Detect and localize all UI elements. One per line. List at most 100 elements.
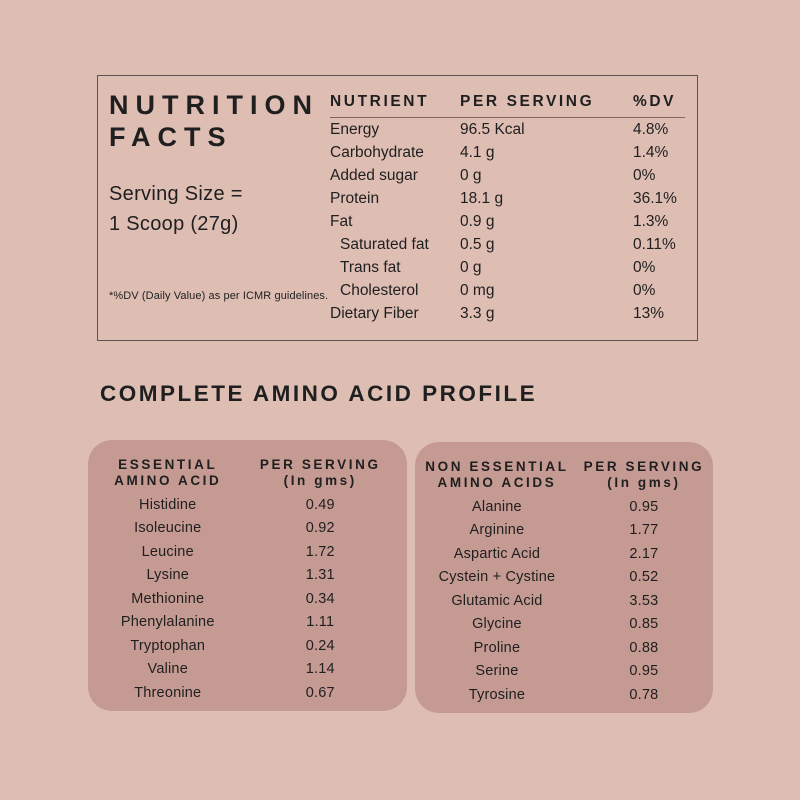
non-essential-title-line-1: NON ESSENTIAL: [425, 459, 569, 474]
nutrient-amount: 18.1 g: [460, 189, 504, 207]
amino-acid-name: Phenylalanine: [120, 614, 215, 631]
list-item: Proline 0.88: [415, 636, 713, 660]
amino-acid-name: Valine: [147, 661, 188, 678]
nutrient-dv: 4.8%: [633, 120, 669, 138]
non-essential-card-body: Alanine 0.95 Arginine 1.77 Aspartic Acid…: [415, 495, 713, 707]
essential-amino-card: ESSENTIAL AMINO ACID PER SERVING (In gms) …: [88, 440, 407, 711]
title-line-1: NUTRITION: [109, 90, 319, 120]
serving-size: Serving Size = 1 Scoop (27g): [109, 179, 324, 239]
amino-acid-name: Leucine: [141, 543, 194, 560]
nutrient-table-body: Energy 96.5 Kcal 4.8% Carbohydrate 4.1 g…: [330, 118, 685, 325]
list-item: Alanine 0.95: [415, 495, 713, 519]
title-line-2: FACTS: [109, 122, 233, 152]
amino-acid-name: Methionine: [131, 590, 205, 607]
table-row: Carbohydrate 4.1 g 1.4%: [330, 141, 685, 164]
serving-size-line-1: Serving Size =: [109, 183, 243, 205]
list-item: Tyrosine 0.78: [415, 683, 713, 707]
amino-acid-name: Isoleucine: [134, 520, 202, 537]
amino-acid-name: Arginine: [469, 522, 525, 539]
list-item: Threonine 0.67: [88, 681, 407, 705]
amino-acid-name: Glutamic Acid: [451, 592, 543, 609]
list-item: Leucine 1.72: [88, 540, 407, 564]
nutrient-dv: 0%: [633, 166, 656, 184]
nutrient-name: Protein: [330, 189, 380, 207]
nutrient-table: NUTRIENT PER SERVING %DV Energy 96.5 Kca…: [330, 92, 685, 325]
essential-title-line-2: AMINO ACID: [114, 473, 222, 488]
amino-acid-value: 0.52: [629, 569, 659, 586]
column-header-dv: %DV: [633, 93, 677, 110]
list-item: Valine 1.14: [88, 658, 407, 682]
nutrient-dv: 0.11%: [633, 235, 676, 253]
per-serving-line-1: PER SERVING: [259, 457, 381, 472]
nutrient-amount: 0 g: [460, 166, 482, 184]
amino-acid-name: Threonine: [134, 684, 202, 701]
nutrient-name: Dietary Fiber: [330, 304, 419, 322]
essential-column-title: ESSENTIAL AMINO ACID: [88, 457, 248, 489]
table-row: Fat 0.9 g 1.3%: [330, 210, 685, 233]
list-item: Methionine 0.34: [88, 587, 407, 611]
essential-card-header: ESSENTIAL AMINO ACID PER SERVING (In gms): [88, 457, 407, 489]
amino-acid-value: 1.11: [306, 614, 335, 631]
amino-acid-value: 0.24: [305, 637, 335, 654]
nutrient-name: Carbohydrate: [330, 143, 424, 161]
amino-profile-heading: COMPLETE AMINO ACID PROFILE: [100, 381, 538, 406]
essential-title-line-1: ESSENTIAL: [118, 457, 218, 472]
table-row: Energy 96.5 Kcal 4.8%: [330, 118, 685, 141]
non-essential-column-title: NON ESSENTIAL AMINO ACIDS: [415, 459, 579, 491]
nutrient-dv: 0%: [633, 258, 656, 276]
amino-acid-value: 0.34: [305, 590, 335, 607]
table-row: Protein 18.1 g 36.1%: [330, 187, 685, 210]
amino-acid-name: Serine: [475, 663, 519, 680]
amino-acid-name: Tyrosine: [468, 686, 526, 703]
nutrient-amount: 0 g: [460, 258, 482, 276]
nutrition-facts-left-column: NUTRITION FACTS Serving Size = 1 Scoop (…: [109, 89, 324, 239]
amino-acid-name: Glycine: [472, 616, 522, 633]
list-item: Aspartic Acid 2.17: [415, 542, 713, 566]
nutrient-name: Energy: [330, 120, 380, 138]
nutrient-table-header: NUTRIENT PER SERVING %DV: [330, 92, 685, 118]
per-serving-line-2: (In gms): [283, 473, 357, 488]
list-item: Histidine 0.49: [88, 493, 407, 517]
amino-acid-name: Alanine: [472, 498, 522, 515]
nutrient-amount: 0 mg: [460, 281, 495, 299]
amino-acid-value: 1.72: [305, 543, 335, 560]
amino-acid-value: 1.31: [305, 567, 335, 584]
non-essential-title-line-2: AMINO ACIDS: [437, 475, 557, 490]
non-essential-amino-card: NON ESSENTIAL AMINO ACIDS PER SERVING (In …: [415, 442, 713, 713]
column-header-per-serving: PER SERVING: [460, 93, 595, 110]
list-item: Phenylalanine 1.11: [88, 611, 407, 635]
non-essential-per-serving-title: PER SERVING (In gms): [579, 459, 713, 491]
amino-acid-value: 3.53: [629, 592, 659, 609]
nutrient-name: Added sugar: [330, 166, 418, 184]
nutrient-amount: 0.9 g: [460, 212, 495, 230]
nutrient-amount: 96.5 Kcal: [460, 120, 525, 138]
nutrient-name: Cholesterol: [340, 281, 419, 299]
dv-footnote: *%DV (Daily Value) as per ICMR guideline…: [109, 290, 329, 302]
column-header-nutrient: NUTRIENT: [330, 93, 430, 110]
amino-acid-name: Tryptophan: [130, 637, 206, 654]
nutrient-dv: 0%: [633, 281, 656, 299]
list-item: Arginine 1.77: [415, 519, 713, 543]
amino-acid-name: Cystein + Cystine: [438, 569, 556, 586]
nutrient-name: Trans fat: [340, 258, 401, 276]
list-item: Tryptophan 0.24: [88, 634, 407, 658]
amino-acid-value: 0.88: [629, 639, 659, 656]
amino-acid-value: 2.17: [629, 545, 659, 562]
list-item: Lysine 1.31: [88, 564, 407, 588]
amino-acid-name: Histidine: [139, 496, 197, 513]
nutrient-amount: 0.5 g: [460, 235, 495, 253]
amino-acid-value: 0.95: [629, 663, 659, 680]
list-item: Glycine 0.85: [415, 613, 713, 637]
list-item: Cystein + Cystine 0.52: [415, 566, 713, 590]
table-row: Saturated fat 0.5 g 0.11%: [330, 233, 685, 256]
amino-acid-value: 0.95: [629, 498, 659, 515]
nutrient-dv: 36.1%: [633, 189, 677, 207]
nutrient-name: Fat: [330, 212, 353, 230]
per-serving-line-1: PER SERVING: [583, 459, 705, 474]
nutrition-facts-title: NUTRITION FACTS: [109, 89, 324, 153]
essential-per-serving-title: PER SERVING (In gms): [248, 457, 408, 489]
nutrient-dv: 1.4%: [633, 143, 669, 161]
amino-acid-value: 0.92: [305, 520, 335, 537]
list-item: Glutamic Acid 3.53: [415, 589, 713, 613]
non-essential-card-header: NON ESSENTIAL AMINO ACIDS PER SERVING (In …: [415, 459, 713, 491]
